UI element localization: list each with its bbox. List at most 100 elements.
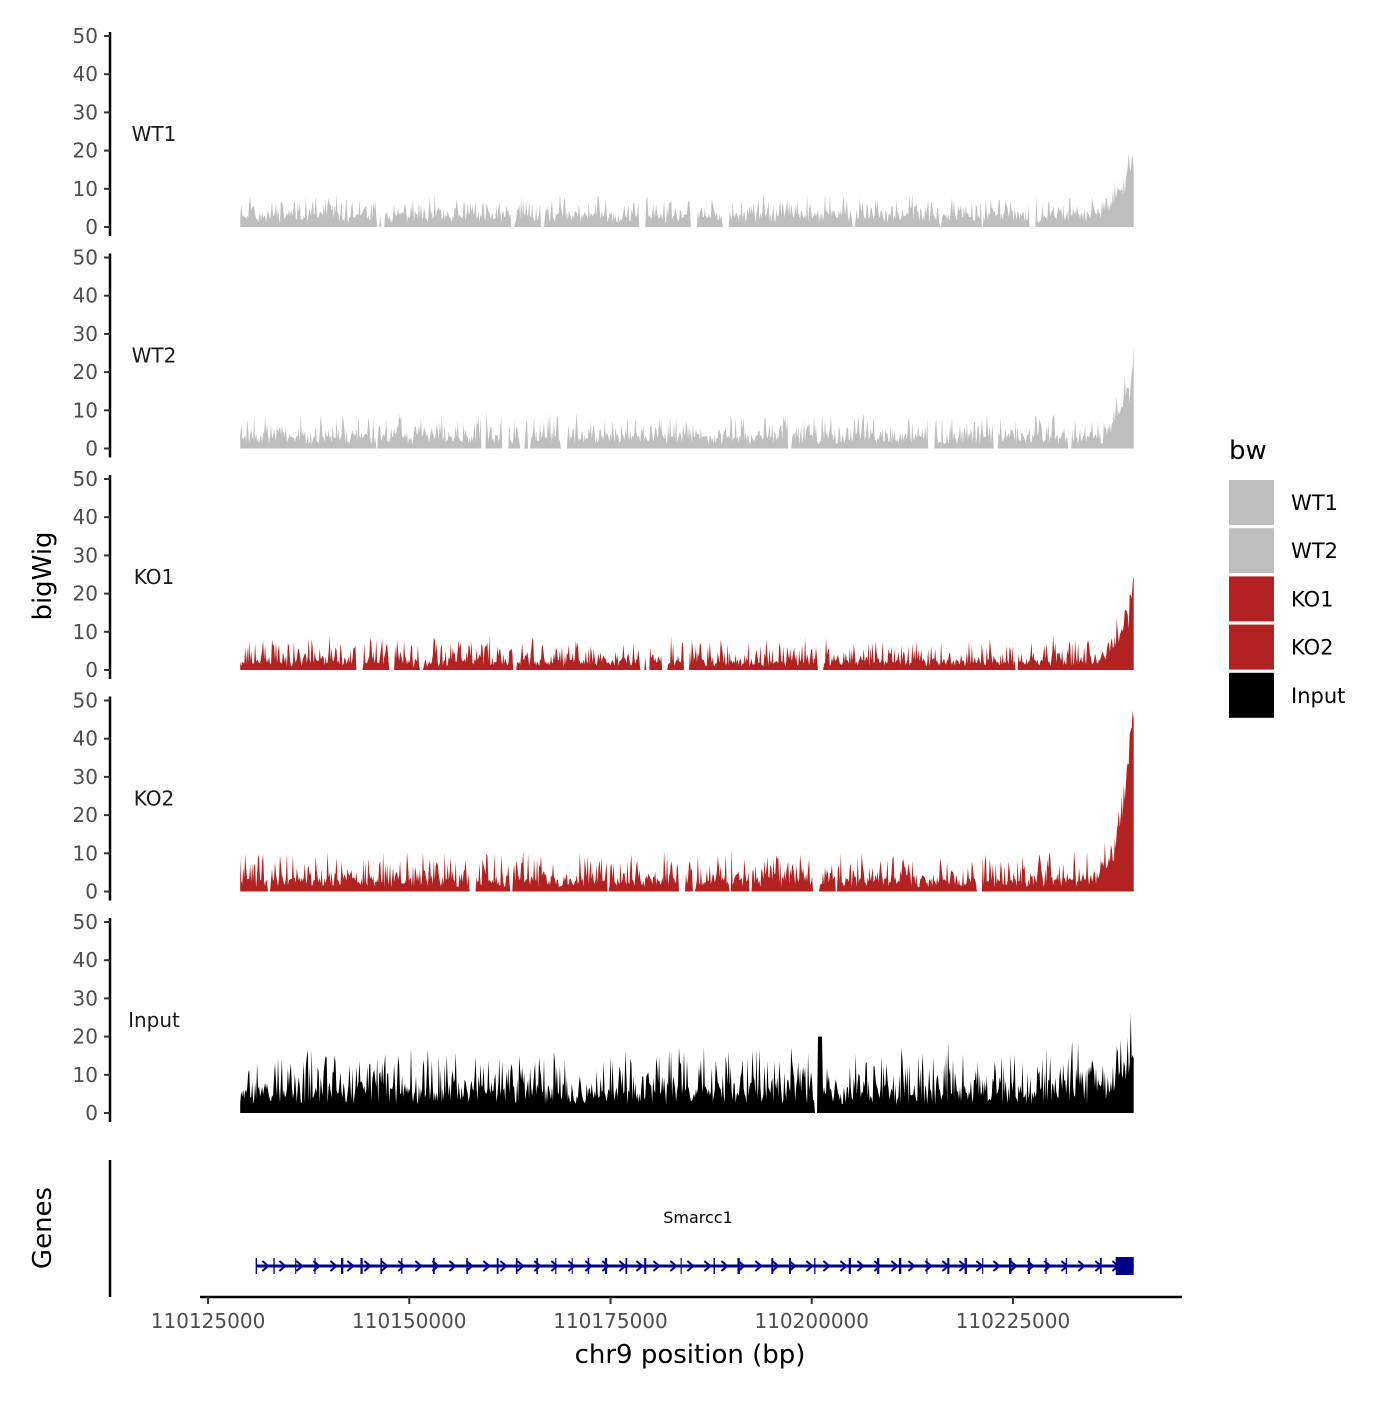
coverage-area-wt2 [240,345,1134,449]
strand-arrow [669,1260,678,1272]
strand-arrow [278,1260,287,1272]
y-tick-label: 50 [73,689,98,713]
y-tick-label: 40 [73,62,98,86]
y-tick-label: 0 [85,880,98,904]
strand-arrow [839,1260,848,1272]
coverage-area-ko1 [240,575,1134,670]
track-panel-ko2: 0 10 20 30 40 50 KO2 [73,689,1134,904]
legend-entry-wt1: WT1 [1229,480,1338,525]
legend-label: KO1 [1291,587,1334,611]
y-tick-label: 50 [73,910,98,934]
y-tick-label: 40 [73,727,98,751]
y-tick-label: 20 [73,582,98,606]
strand-arrow [618,1260,627,1272]
strand-arrow [363,1260,372,1272]
y-tick-label: 30 [73,986,98,1010]
y-tick-label: 20 [73,360,98,384]
y-tick-label: 0 [85,215,98,239]
y-tick-label: 0 [85,658,98,682]
legend-entry-wt2: WT2 [1229,528,1338,574]
strand-arrow [652,1260,661,1272]
genes-axis-title: Genes [28,1187,58,1269]
legend-swatch [1229,480,1274,525]
y-tick-label: 10 [73,1063,98,1087]
legend-label: Input [1291,684,1345,708]
legend: WT1 WT2 KO1 KO2 Input [1229,480,1345,718]
track-panel-wt1: 0 10 20 30 40 50 WT1 [73,24,1134,239]
strand-arrow [873,1260,882,1272]
strand-arrow [601,1260,610,1272]
track-panel-ko1: 0 10 20 30 40 50 KO1 [73,467,1134,682]
strand-arrow [465,1260,474,1272]
gene-end-exon [1115,1257,1134,1275]
coverage-area-wt1 [240,152,1134,227]
strand-arrow [635,1260,644,1272]
y-tick-label: 40 [73,505,98,529]
strand-arrow [754,1260,763,1272]
strand-arrow [414,1260,423,1272]
y-tick-label: 30 [73,322,98,346]
y-tick-label: 50 [73,246,98,270]
track-panel-wt2: 0 10 20 30 40 50 WT2 [73,246,1134,461]
strand-arrow [822,1260,831,1272]
tracks-layer: 0 10 20 30 40 50 WT1 0 10 20 30 40 50 WT2 0 10 20 30 40 50 K… [73,24,1134,1125]
legend-swatch [1229,528,1274,574]
strand-arrow [346,1260,355,1272]
strand-arrow [550,1260,559,1272]
strand-arrow [1060,1260,1069,1272]
legend-swatch [1229,576,1274,622]
legend-entry-input: Input [1229,672,1345,718]
track-label-ko1: KO1 [134,565,175,589]
y-tick-label: 20 [73,139,98,163]
y-tick-label: 20 [73,1025,98,1049]
strand-arrow [261,1260,270,1272]
y-tick-label: 0 [85,437,98,461]
strand-arrow [329,1260,338,1272]
gene-label: Smarcc1 [663,1208,733,1227]
x-tick-label: 110175000 [553,1309,668,1333]
y-tick-label: 30 [73,765,98,789]
legend-label: KO2 [1291,636,1334,660]
y-tick-label: 40 [73,948,98,972]
y-axis-title: bigWig [28,531,58,620]
strand-arrow [482,1260,491,1272]
strand-arrow [397,1260,406,1272]
x-tick-label: 110125000 [151,1309,266,1333]
x-axis-title: chr9 position (bp) [575,1340,806,1370]
legend-swatch [1229,672,1274,718]
strand-arrow [703,1260,712,1272]
strand-arrow [992,1260,1001,1272]
strand-arrow [448,1260,457,1272]
strand-arrow [856,1260,865,1272]
strand-arrow [788,1260,797,1272]
strand-arrow [771,1260,780,1272]
y-tick-label: 10 [73,177,98,201]
strand-arrow [584,1260,593,1272]
y-tick-label: 20 [73,803,98,827]
legend-label: WT2 [1291,539,1338,563]
y-tick-label: 30 [73,100,98,124]
strand-arrow [686,1260,695,1272]
strand-arrow [1077,1260,1086,1272]
legend-label: WT1 [1291,491,1338,515]
y-tick-label: 30 [73,543,98,567]
strand-arrow [737,1260,746,1272]
coverage-area-ko2 [240,710,1134,892]
strand-arrow [380,1260,389,1272]
strand-arrow [720,1260,729,1272]
coverage-area-input [240,1012,1134,1113]
strand-arrow [907,1260,916,1272]
genes-layer [108,1160,1134,1297]
strand-arrow [1009,1260,1018,1272]
track-label-wt1: WT1 [132,122,177,146]
strand-arrow [805,1260,814,1272]
legend-entry-ko1: KO1 [1229,576,1334,622]
strand-arrow [890,1260,899,1272]
strand-arrow [499,1260,508,1272]
x-tick-label: 110150000 [352,1309,467,1333]
legend-swatch [1229,624,1274,670]
track-label-input: Input [128,1008,180,1032]
legend-title: bw [1229,436,1267,466]
